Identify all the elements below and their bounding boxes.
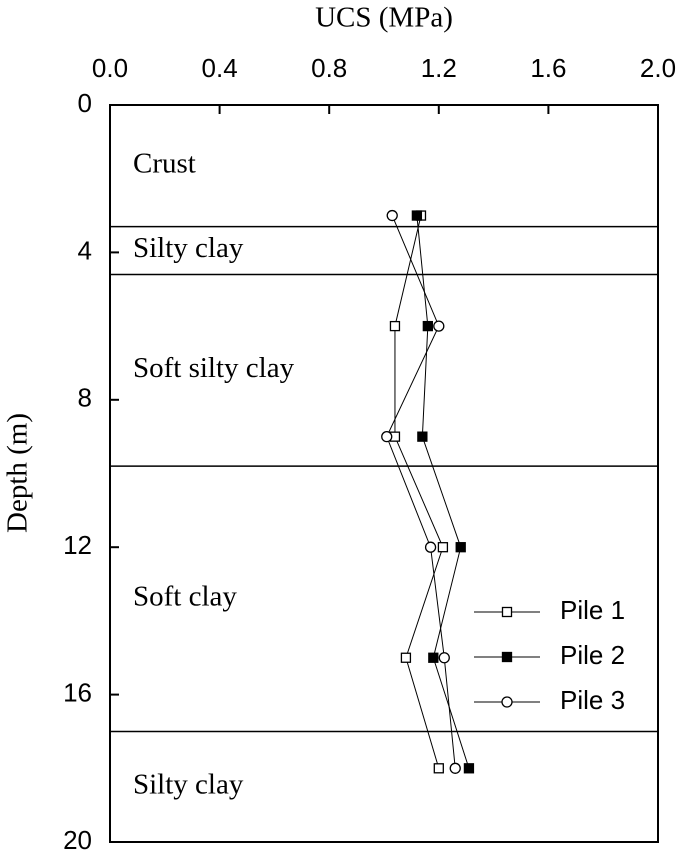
legend-label: Pile 3 [560, 685, 625, 715]
y-tick-label: 0 [78, 88, 92, 118]
point [428, 652, 439, 663]
point [424, 541, 437, 553]
series-line [416, 215, 470, 769]
x-tick-label: 2.0 [640, 53, 676, 83]
plot-frame [109, 104, 659, 843]
point [381, 430, 393, 443]
series-line [394, 215, 444, 769]
y-tick-label: 12 [63, 530, 92, 560]
point [422, 320, 433, 332]
layer-label: Silty clay [133, 768, 244, 800]
y-tick-label: 16 [63, 677, 92, 707]
x-tick-label: 1.2 [421, 53, 457, 83]
point [389, 320, 401, 332]
y-axis-title: Depth (m) [2, 413, 34, 533]
x-axis-title: UCS (MPa) [315, 2, 453, 34]
x-tick-label: 1.6 [530, 53, 566, 83]
x-tick-label: 0.8 [311, 53, 347, 83]
legend-marker [501, 651, 513, 663]
point [455, 542, 466, 553]
layer-label: Soft clay [133, 580, 237, 612]
layer-label: Soft silty clay [133, 352, 295, 384]
point [411, 210, 423, 221]
point [449, 762, 461, 774]
legend-label: Pile 1 [560, 595, 625, 625]
layer-label: Silty clay [133, 232, 244, 264]
x-tick-label: 0.0 [92, 53, 128, 83]
series-line [386, 215, 456, 769]
legend-marker [501, 696, 513, 708]
y-tick-label: 20 [63, 825, 92, 855]
point [386, 209, 398, 222]
point [463, 763, 475, 774]
point [438, 652, 450, 664]
point [437, 542, 449, 553]
y-tick-label: 4 [78, 235, 92, 265]
point [400, 652, 412, 663]
x-tick-label: 0.4 [202, 53, 238, 83]
point [433, 763, 444, 774]
point [417, 431, 428, 442]
point [433, 320, 445, 332]
layer-label: Crust [133, 147, 196, 179]
legend-label: Pile 2 [560, 640, 625, 670]
y-tick-label: 8 [78, 383, 92, 413]
legend-marker [501, 606, 513, 618]
